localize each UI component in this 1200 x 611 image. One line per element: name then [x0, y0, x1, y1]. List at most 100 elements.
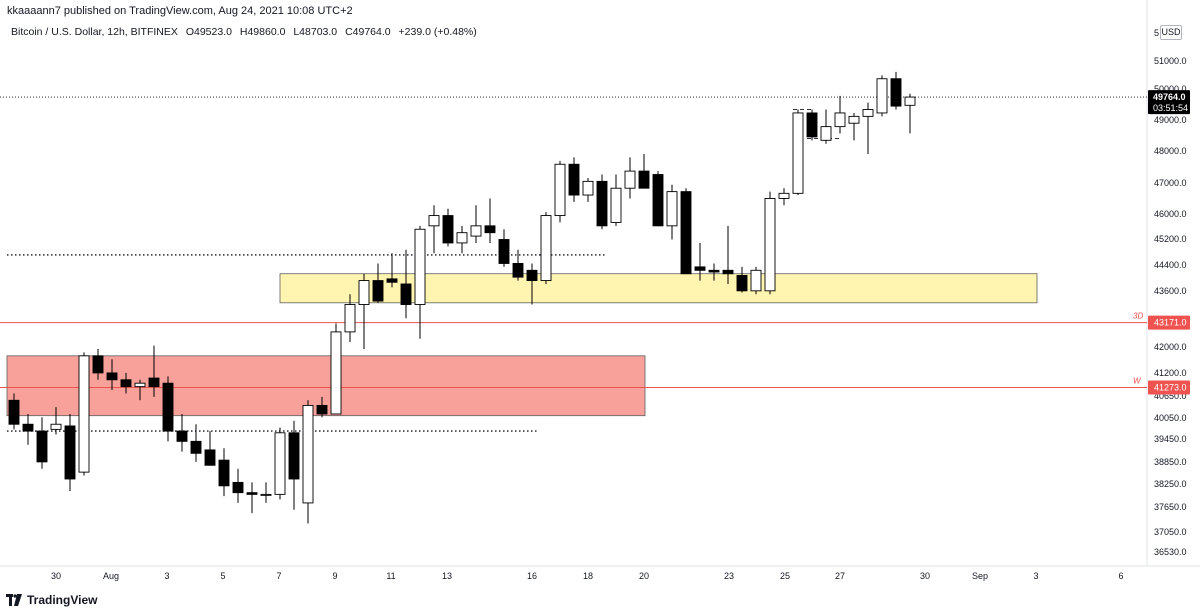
candle-down[interactable]	[288, 432, 300, 480]
level-tag-W: W	[1133, 377, 1142, 386]
y-tick-label: 39450.0	[1154, 434, 1187, 444]
level-badge-W[interactable]	[1148, 380, 1190, 395]
candle-up[interactable]	[540, 215, 552, 282]
candle-up[interactable]	[764, 198, 776, 292]
ohlc-high: H49860.0	[239, 26, 286, 38]
candle-up[interactable]	[624, 170, 636, 189]
candle-down[interactable]	[162, 382, 174, 432]
candle-up[interactable]	[470, 225, 482, 237]
candle-down[interactable]	[8, 399, 20, 425]
x-tick-label: 3	[164, 571, 169, 581]
candle-down[interactable]	[708, 269, 720, 273]
x-tick-label: 23	[724, 571, 734, 581]
candle-down[interactable]	[246, 492, 258, 495]
y-tick-label: 44400.0	[1154, 260, 1187, 270]
candle-down[interactable]	[512, 263, 524, 278]
candle-down[interactable]	[372, 280, 384, 302]
x-tick-label: 9	[332, 571, 337, 581]
last-price-label: 49764.0	[1153, 92, 1186, 102]
candle-up[interactable]	[848, 115, 860, 124]
candle-down[interactable]	[316, 404, 328, 415]
x-tick-label: 16	[527, 571, 537, 581]
level-tag-3D: 3D	[1133, 312, 1143, 321]
candle-up[interactable]	[330, 331, 342, 415]
candle-down[interactable]	[680, 191, 692, 275]
candle-up[interactable]	[428, 215, 440, 227]
candle-down[interactable]	[722, 269, 734, 275]
candle-down[interactable]	[484, 225, 496, 234]
candle-up[interactable]	[778, 192, 790, 199]
candle-down[interactable]	[64, 425, 76, 480]
y-tick-label: 41200.0	[1154, 368, 1187, 378]
candle-down[interactable]	[148, 377, 160, 388]
candle-up[interactable]	[260, 493, 272, 496]
candle-up[interactable]	[582, 180, 594, 196]
x-tick-label: Aug	[103, 571, 119, 581]
candle-down[interactable]	[22, 423, 34, 432]
candle-down[interactable]	[890, 78, 902, 107]
candle-down[interactable]	[232, 481, 244, 494]
y-tick-label: 42000.0	[1154, 342, 1187, 352]
ohlc-open: O49523.0	[185, 26, 232, 38]
tradingview-footer: TradingView	[6, 592, 97, 608]
candle-down[interactable]	[498, 239, 510, 264]
y-tick-label: 51000.0	[1154, 56, 1187, 66]
currency-badge[interactable]: USD	[1160, 25, 1182, 40]
yellow-zone[interactable]	[279, 273, 1038, 304]
candle-up[interactable]	[820, 126, 832, 141]
candle-down[interactable]	[596, 180, 608, 227]
candle-up[interactable]	[344, 304, 356, 333]
candle-down[interactable]	[806, 112, 818, 138]
level-badge-3D[interactable]	[1148, 315, 1190, 330]
candle-up[interactable]	[666, 191, 678, 227]
candle-up[interactable]	[792, 112, 804, 194]
candle-up[interactable]	[834, 112, 846, 128]
candle-up[interactable]	[554, 163, 566, 217]
y-tick-label-top: 5	[1154, 28, 1159, 38]
y-tick-label: 49000.0	[1154, 115, 1187, 125]
level-price-label: 41273.0	[1154, 383, 1187, 393]
candle-down[interactable]	[218, 459, 230, 487]
candle-up[interactable]	[904, 96, 916, 106]
candle-down[interactable]	[176, 430, 188, 442]
candle-down[interactable]	[204, 449, 216, 466]
candle-up[interactable]	[862, 109, 874, 117]
candle-up[interactable]	[610, 187, 622, 223]
candle-down[interactable]	[190, 440, 202, 454]
candle-up[interactable]	[50, 423, 62, 430]
candle-down[interactable]	[638, 170, 650, 189]
candle-down[interactable]	[526, 269, 538, 282]
candle-up[interactable]	[78, 355, 90, 473]
candle-up[interactable]	[876, 78, 888, 114]
candle-down[interactable]	[106, 372, 118, 381]
footer-brand: TradingView	[27, 593, 98, 607]
candle-down[interactable]	[736, 274, 748, 292]
y-tick-label: 45200.0	[1154, 234, 1187, 244]
publisher-line: kkaaaann7 published on TradingView.com, …	[7, 5, 353, 17]
y-tick-label: 37650.0	[1154, 502, 1187, 512]
symbol-name[interactable]: Bitcoin / U.S. Dollar, 12h, BITFINEX	[11, 26, 178, 38]
ohlc-change: +239.0 (+0.48%)	[398, 26, 477, 38]
last-price-badge[interactable]	[1148, 90, 1190, 115]
candle-down[interactable]	[568, 163, 580, 196]
x-tick-label: Sep	[972, 571, 988, 581]
x-tick-label: 6	[1118, 571, 1123, 581]
candle-up[interactable]	[456, 232, 468, 244]
candle-up[interactable]	[358, 280, 370, 305]
candle-down[interactable]	[442, 215, 454, 244]
bar-countdown-label: 03:51:54	[1153, 103, 1188, 113]
candle-down[interactable]	[120, 379, 132, 388]
y-tick-label: 43600.0	[1154, 286, 1187, 296]
candle-down[interactable]	[386, 278, 398, 283]
candle-up[interactable]	[302, 404, 314, 504]
candle-down[interactable]	[92, 355, 104, 374]
candle-down[interactable]	[400, 283, 412, 305]
candle-down[interactable]	[652, 174, 664, 227]
candle-up[interactable]	[414, 228, 426, 305]
candle-down[interactable]	[36, 430, 48, 463]
candle-up[interactable]	[134, 382, 146, 388]
candle-up[interactable]	[274, 432, 286, 495]
candle-up[interactable]	[750, 269, 762, 292]
candle-down[interactable]	[694, 266, 706, 271]
